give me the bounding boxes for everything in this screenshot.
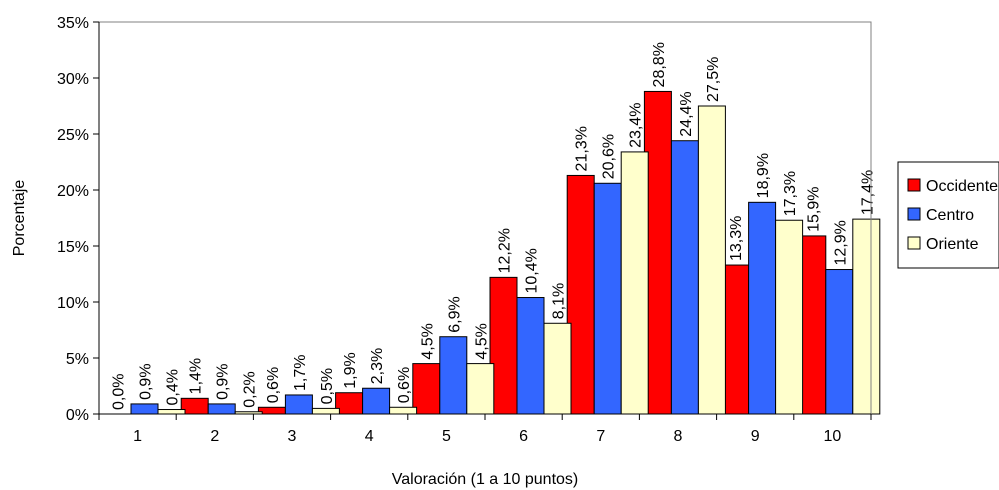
x-tick-label-7: 7 [596,428,605,445]
y-tick-label: 25% [57,127,89,144]
data-label-occidente-8: 28,8% [651,42,668,87]
bar-oriente-9 [775,219,804,415]
legend-label-oriente: Oriente [926,236,979,253]
x-tick-label-4: 4 [365,428,374,445]
x-axis-title: Valoración (1 a 10 puntos) [392,471,578,488]
data-label-oriente-10: 17,4% [859,170,876,215]
bar-oriente-8 [697,105,726,415]
data-label-centro-3: 1,7% [292,354,309,390]
data-label-oriente-6: 8,1% [551,283,568,319]
bar-centro-6 [516,297,545,415]
data-label-centro-8: 24,4% [678,91,695,136]
bar-occidente-9 [721,264,750,415]
bar-oriente-10 [852,218,881,415]
bar-occidente-5 [412,363,441,415]
y-tick-label: 10% [57,295,89,312]
legend: Occidente Centro Oriente [897,161,999,269]
bar-centro-7 [593,182,622,415]
data-label-oriente-5: 4,5% [473,323,490,359]
bar-oriente-1 [157,409,186,415]
bar-centro-1 [130,403,159,415]
data-label-centro-4: 2,3% [369,348,386,384]
data-label-occidente-5: 4,5% [419,323,436,359]
bar-centro-8 [670,140,699,415]
data-label-oriente-2: 0,2% [242,371,259,407]
bar-occidente-7 [566,174,595,415]
data-label-centro-10: 12,9% [832,220,849,265]
legend-label-occidente: Occidente [926,178,998,195]
bar-oriente-3 [311,407,340,415]
bar-oriente-7 [620,151,649,415]
y-tick-label: 30% [57,71,89,88]
bar-occidente-6 [489,276,518,415]
x-tick-label-1: 1 [133,428,142,445]
data-label-oriente-4: 0,6% [396,367,413,403]
x-tick-label-6: 6 [519,428,528,445]
x-tick-label-8: 8 [674,428,683,445]
x-tick-label-5: 5 [442,428,451,445]
data-label-oriente-3: 0,5% [319,368,336,404]
data-label-occidente-4: 1,9% [342,352,359,388]
data-label-centro-1: 0,9% [138,363,155,399]
y-axis-title: Porcentaje [11,180,28,257]
data-label-occidente-1: 0,0% [111,374,128,410]
legend-swatch-occidente [907,178,921,192]
data-label-centro-9: 18,9% [755,153,772,198]
y-tick-label: 35% [57,15,89,32]
bar-oriente-6 [543,322,572,415]
bar-centro-9 [748,201,777,415]
data-label-occidente-9: 13,3% [728,216,745,261]
x-tick-label-3: 3 [288,428,297,445]
data-label-oriente-1: 0,4% [165,369,182,405]
legend-swatch-oriente [907,236,921,250]
legend-label-centro: Centro [926,207,974,224]
data-labels-layer: 0,0% 1,4% 0,6% 1,9% 4,5% 12,2% 21,3% 28,8% 13,3%… [111,42,877,410]
bar-centro-5 [439,336,468,415]
data-label-centro-7: 20,6% [601,134,618,179]
data-label-centro-6: 10,4% [524,248,541,293]
y-tick-label: 0% [66,407,89,424]
y-tick-label: 15% [57,239,89,256]
data-label-occidente-3: 0,6% [265,367,282,403]
data-label-centro-5: 6,9% [446,296,463,332]
bars-layer [130,90,881,415]
data-label-centro-2: 0,9% [215,363,232,399]
bar-centro-3 [284,394,313,415]
bar-centro-10 [825,269,854,415]
x-tick-label-9: 9 [751,428,760,445]
data-label-oriente-7: 23,4% [628,103,645,148]
bar-oriente-5 [466,363,495,415]
x-tick-label-2: 2 [210,428,219,445]
legend-swatch-centro [907,207,921,221]
y-tick-label: 20% [57,183,89,200]
bar-centro-4 [362,387,391,415]
x-tick-label-10: 10 [824,428,842,445]
data-label-occidente-7: 21,3% [574,126,591,171]
bar-centro-2 [207,403,236,415]
bar-oriente-4 [389,406,418,415]
data-label-oriente-8: 27,5% [705,57,722,102]
data-label-occidente-6: 12,2% [497,228,514,273]
axes-layer [93,21,872,420]
tick-labels-layer: 1 2 3 4 5 6 7 8 9 10 0% 5% 10% 15% 20% 25% 30% 35% [57,15,841,445]
y-tick-label: 5% [66,351,89,368]
data-label-occidente-2: 1,4% [188,358,205,394]
data-label-occidente-10: 15,9% [805,187,822,232]
data-label-oriente-9: 17,3% [782,171,799,216]
